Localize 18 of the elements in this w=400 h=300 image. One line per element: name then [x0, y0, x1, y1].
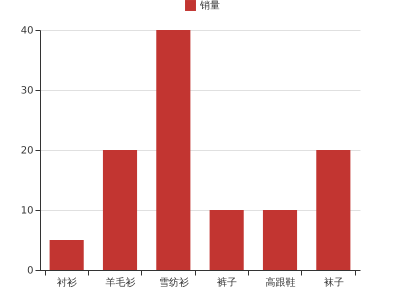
- y-tick-label: 20: [20, 146, 34, 156]
- bar: [102, 150, 138, 270]
- y-tick-label: 10: [20, 206, 34, 216]
- x-tick-label: 衬衫: [57, 276, 78, 288]
- bar: [262, 210, 298, 270]
- legend-label: 销量: [199, 0, 220, 12]
- x-tick-label: 袜子: [324, 276, 344, 288]
- bar: [210, 210, 244, 270]
- y-tick-label: 40: [20, 26, 34, 36]
- x-tick-label: 高跟鞋: [266, 276, 296, 288]
- bar: [50, 240, 84, 270]
- x-tick-label: 裤子: [217, 276, 238, 288]
- y-tick-label: 0: [27, 266, 34, 276]
- x-tick-label: 雪纺衫: [158, 276, 189, 288]
- x-tick-label: 羊毛衫: [106, 276, 136, 288]
- bar: [156, 30, 190, 270]
- bar: [316, 150, 350, 270]
- y-tick-label: 30: [20, 86, 34, 96]
